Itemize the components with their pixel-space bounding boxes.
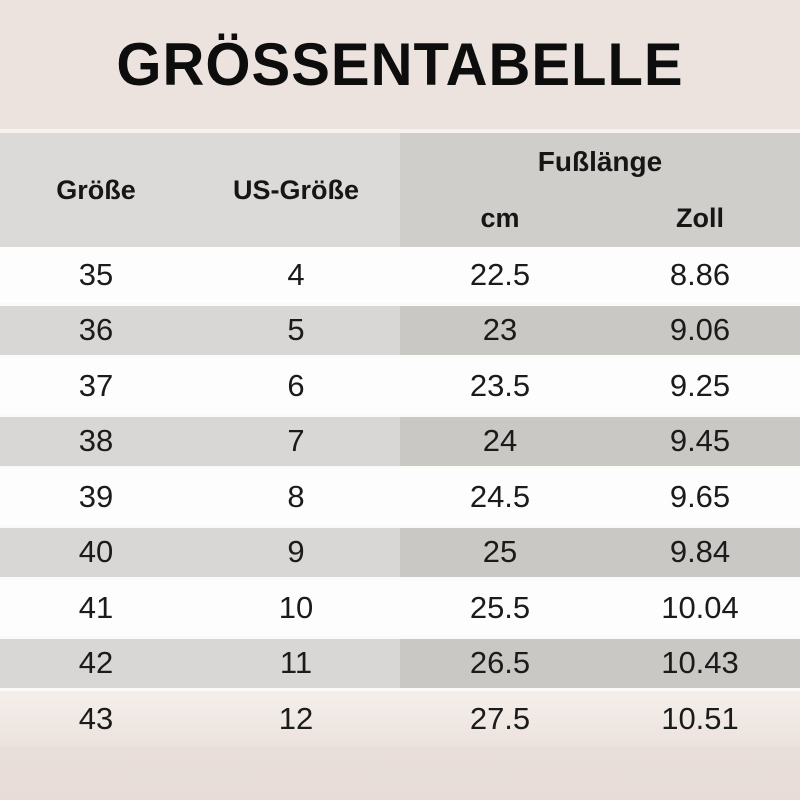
us-size-cell: 6 (192, 358, 400, 414)
zoll-cell: 9.84 (600, 527, 800, 577)
table-row: 38 7 24 9.45 (0, 413, 800, 469)
zoll-cell: 10.43 (600, 638, 800, 688)
size-cell: 38 (0, 416, 192, 466)
size-table: Größe US-Größe Fußlänge cm Zoll 35 4 22.5 8… (0, 129, 800, 747)
header-fusslaenge: Fußlänge (537, 145, 663, 177)
table-row: 36 5 23 9.06 (0, 302, 800, 358)
table-row: 39 8 24.5 9.65 (0, 469, 800, 525)
zoll-cell: 8.86 (600, 247, 800, 303)
size-cell: 39 (0, 469, 192, 525)
cm-cell: 23 (400, 305, 600, 355)
table-row: 43 12 27.5 10.51 (0, 691, 800, 747)
size-cell: 42 (0, 638, 192, 688)
us-size-cell: 11 (192, 638, 400, 688)
page-title: GRÖSSENTABELLE (116, 30, 684, 99)
us-size-cell: 12 (192, 691, 400, 747)
zoll-cell: 9.65 (600, 469, 800, 525)
size-cell: 43 (0, 691, 192, 747)
header-sub-row: cm Zoll (400, 190, 800, 247)
table-row: 42 11 26.5 10.43 (0, 635, 800, 691)
size-cell: 41 (0, 580, 192, 636)
size-cell: 37 (0, 358, 192, 414)
cm-cell: 27.5 (400, 691, 600, 747)
header-zoll: Zoll (676, 203, 724, 233)
cm-cell: 25.5 (400, 580, 600, 636)
table-row: 41 10 25.5 10.04 (0, 580, 800, 636)
header-fusslaenge-group: Fußlänge cm Zoll (400, 133, 800, 247)
us-size-cell: 10 (192, 580, 400, 636)
table-header: Größe US-Größe Fußlänge cm Zoll (0, 129, 800, 247)
zoll-cell: 9.45 (600, 416, 800, 466)
zoll-cell: 10.04 (600, 580, 800, 636)
table-row: 40 9 25 9.84 (0, 524, 800, 580)
header-groesse: Größe (0, 133, 192, 247)
us-size-cell: 4 (192, 247, 400, 303)
size-cell: 36 (0, 305, 192, 355)
header-cm: cm (480, 203, 520, 233)
title-section: GRÖSSENTABELLE (0, 0, 800, 129)
cm-cell: 24.5 (400, 469, 600, 525)
header-us-groesse: US-Größe (192, 133, 400, 247)
us-size-cell: 7 (192, 416, 400, 466)
zoll-cell: 9.06 (600, 305, 800, 355)
us-size-cell: 5 (192, 305, 400, 355)
cm-cell: 26.5 (400, 638, 600, 688)
cm-cell: 23.5 (400, 358, 600, 414)
size-cell: 35 (0, 247, 192, 303)
size-cell: 40 (0, 527, 192, 577)
table-row: 35 4 22.5 8.86 (0, 247, 800, 303)
cm-cell: 22.5 (400, 247, 600, 303)
us-size-cell: 8 (192, 469, 400, 525)
zoll-cell: 10.51 (600, 691, 800, 747)
cm-cell: 25 (400, 527, 600, 577)
zoll-cell: 9.25 (600, 358, 800, 414)
us-size-cell: 9 (192, 527, 400, 577)
table-body: 35 4 22.5 8.86 36 5 23 9.06 37 6 23.5 9.25 38 7 24 9.45… (0, 247, 800, 747)
table-row: 37 6 23.5 9.25 (0, 358, 800, 414)
cm-cell: 24 (400, 416, 600, 466)
